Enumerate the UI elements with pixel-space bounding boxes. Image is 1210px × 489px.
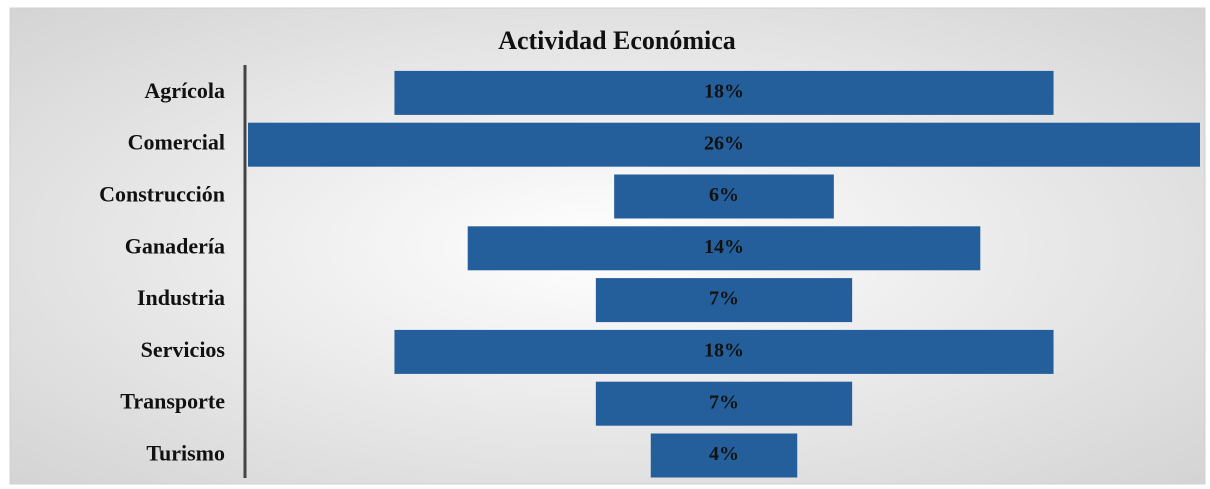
category-label: Construcción: [99, 182, 225, 207]
category-label: Servicios: [141, 337, 226, 362]
category-label: Ganadería: [125, 233, 225, 258]
bar: [595, 381, 853, 426]
data-label: 18%: [704, 80, 744, 102]
data-label: 4%: [709, 443, 739, 465]
category-label: Industria: [137, 285, 225, 310]
chart-title: Actividad Económica: [498, 26, 736, 55]
bar: [614, 174, 834, 219]
category-label: Agrícola: [144, 78, 225, 103]
bar: [650, 433, 798, 478]
data-label: 14%: [704, 236, 744, 258]
bar: [467, 226, 981, 271]
bar: [394, 329, 1054, 374]
data-label: 26%: [704, 132, 744, 154]
category-label: Comercial: [128, 130, 225, 155]
bar: [248, 122, 1200, 167]
data-label: 7%: [709, 391, 739, 413]
bar: [394, 70, 1054, 115]
data-label: 7%: [709, 288, 739, 310]
data-label: 6%: [709, 184, 739, 206]
category-label: Turismo: [146, 441, 225, 466]
category-label: Transporte: [120, 389, 225, 414]
bar: [595, 278, 853, 323]
data-label: 18%: [704, 339, 744, 361]
